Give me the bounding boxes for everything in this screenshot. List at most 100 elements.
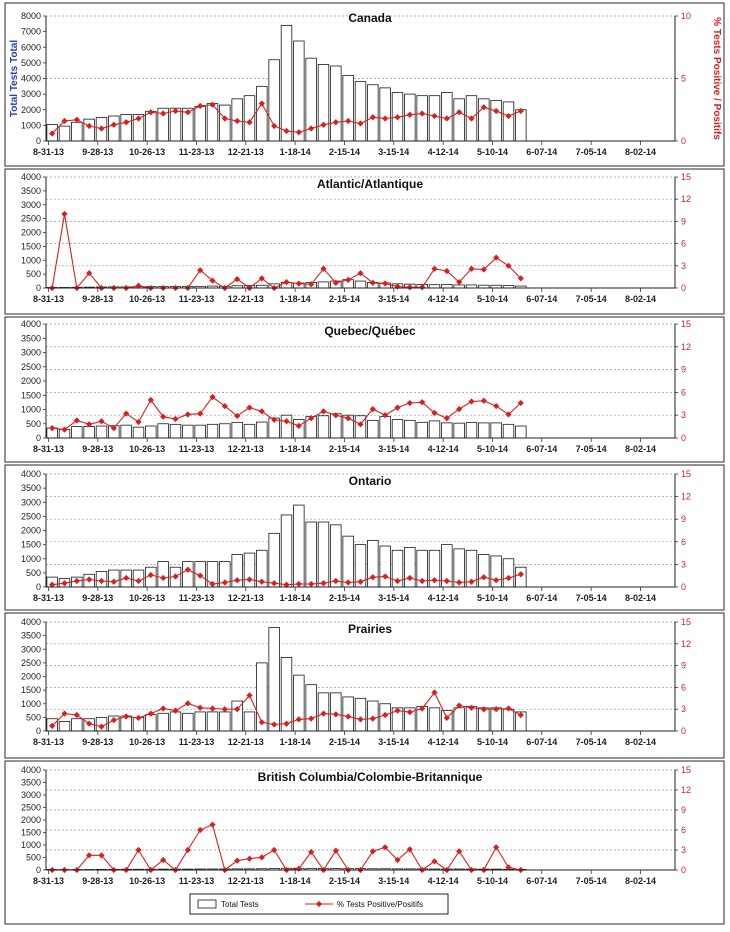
positivity-point xyxy=(369,279,376,286)
positivity-point xyxy=(468,265,475,272)
bar xyxy=(317,521,330,588)
bar xyxy=(280,514,293,588)
positivity-point xyxy=(320,265,327,272)
positivity-point xyxy=(246,119,253,126)
y-tick-label: 1000 xyxy=(21,699,41,709)
y-tick-label: 1000 xyxy=(21,554,41,564)
y-tick-label: 3500 xyxy=(21,631,41,641)
y-tick-label: 3500 xyxy=(21,186,41,196)
bar xyxy=(71,426,83,439)
positivity-point xyxy=(271,416,278,423)
y2-tick-label: 15 xyxy=(681,765,691,775)
positivity-point xyxy=(258,275,265,282)
bar xyxy=(157,561,169,588)
positivity-point xyxy=(431,577,438,584)
y2-tick-label: 0 xyxy=(681,283,686,293)
positivity-point xyxy=(369,848,376,855)
x-tick-label: 2-15-14 xyxy=(329,737,360,747)
positivity-point xyxy=(283,720,290,727)
bar xyxy=(441,422,453,439)
bar xyxy=(95,425,108,439)
chart-title: Ontario xyxy=(349,474,392,488)
y-tick-label: 1500 xyxy=(21,241,41,251)
positivity-point xyxy=(345,276,352,283)
positivity-point xyxy=(197,102,204,110)
y-tick-label: 2000 xyxy=(21,105,41,115)
bar xyxy=(268,532,280,588)
positivity-point xyxy=(505,574,512,582)
bar xyxy=(120,424,132,439)
x-tick-label: 10-26-13 xyxy=(129,737,165,747)
x-tick-label: 6-07-14 xyxy=(526,876,557,886)
positivity-point xyxy=(394,856,401,864)
x-tick-label: 11-23-13 xyxy=(179,147,215,157)
positivity-point xyxy=(431,409,438,417)
y2-tick-label: 0 xyxy=(681,582,686,592)
panel-5: 0 500 1000 1500 2000 2500 3000 3500 4000 0 3 6 9 12 15… xyxy=(4,612,725,759)
positivity-point xyxy=(320,121,327,128)
x-tick-label: 10-26-13 xyxy=(129,593,165,603)
y-tick-label: 2500 xyxy=(21,362,41,372)
positivity-point xyxy=(197,704,204,711)
bar xyxy=(231,421,243,439)
x-tick-label: 6-07-14 xyxy=(526,737,557,747)
positivity-point xyxy=(357,716,364,723)
positivity-point xyxy=(394,707,401,714)
x-tick-label: 10-26-13 xyxy=(129,294,165,304)
y-tick-label: 3000 xyxy=(21,348,41,358)
positivity-point xyxy=(394,404,401,411)
x-tick-label: 11-23-13 xyxy=(179,444,215,454)
x-tick-label: 12-21-13 xyxy=(228,593,264,603)
positivity-point xyxy=(86,122,93,130)
y-tick-label: 500 xyxy=(26,712,41,722)
bar xyxy=(132,426,145,439)
y2-tick-label: 10 xyxy=(681,11,691,21)
positivity-point xyxy=(308,415,315,422)
x-tick-label: 5-10-14 xyxy=(477,737,508,747)
positivity-point xyxy=(468,578,475,585)
bar xyxy=(194,106,206,142)
y2-tick-label: 3 xyxy=(681,845,686,855)
x-tick-label: 1-18-14 xyxy=(280,147,311,157)
positivity-point xyxy=(98,418,105,425)
positivity-point xyxy=(332,847,339,854)
positivity-point xyxy=(443,415,450,422)
y2-tick-label: 0 xyxy=(681,433,686,443)
x-tick-label: 9-28-13 xyxy=(82,444,113,454)
bar xyxy=(330,524,342,588)
positivity-point xyxy=(160,856,167,864)
bar xyxy=(441,283,453,289)
positivity-point xyxy=(221,402,228,410)
y-tick-label: 0 xyxy=(36,582,41,592)
positivity-point xyxy=(431,689,438,696)
y-tick-label: 3000 xyxy=(21,644,41,654)
y2-tick-label: 9 xyxy=(681,514,686,524)
y2-tick-label: 9 xyxy=(681,216,686,226)
y-tick-label: 0 xyxy=(36,865,41,875)
positivity-point xyxy=(419,284,426,291)
x-tick-label: 8-02-14 xyxy=(625,876,656,886)
chart-title: Atlantic/Atlantique xyxy=(317,177,423,191)
bar xyxy=(83,118,95,142)
y-tick-label: 1000 xyxy=(21,840,41,850)
y-tick-label: 0 xyxy=(36,726,41,736)
chart-title: British Columbia/Colombie-Britannique xyxy=(258,770,483,784)
y-tick-label: 3500 xyxy=(21,333,41,343)
y2-tick-label: 0 xyxy=(681,136,686,146)
x-tick-label: 5-10-14 xyxy=(477,876,508,886)
x-tick-label: 4-12-14 xyxy=(428,876,459,886)
bar xyxy=(330,65,342,142)
bar xyxy=(219,423,231,439)
x-tick-label: 8-31-13 xyxy=(33,444,64,454)
y-tick-label: 1500 xyxy=(21,685,41,695)
x-tick-label: 11-23-13 xyxy=(179,593,215,603)
x-tick-label: 4-12-14 xyxy=(428,444,459,454)
positivity-point xyxy=(73,417,80,424)
positivity-point xyxy=(517,571,524,578)
positivity-point xyxy=(197,572,204,579)
x-tick-label: 2-15-14 xyxy=(329,444,360,454)
positivity-point xyxy=(221,115,228,122)
y2-tick-label: 6 xyxy=(681,387,686,397)
positivity-point xyxy=(419,399,426,406)
